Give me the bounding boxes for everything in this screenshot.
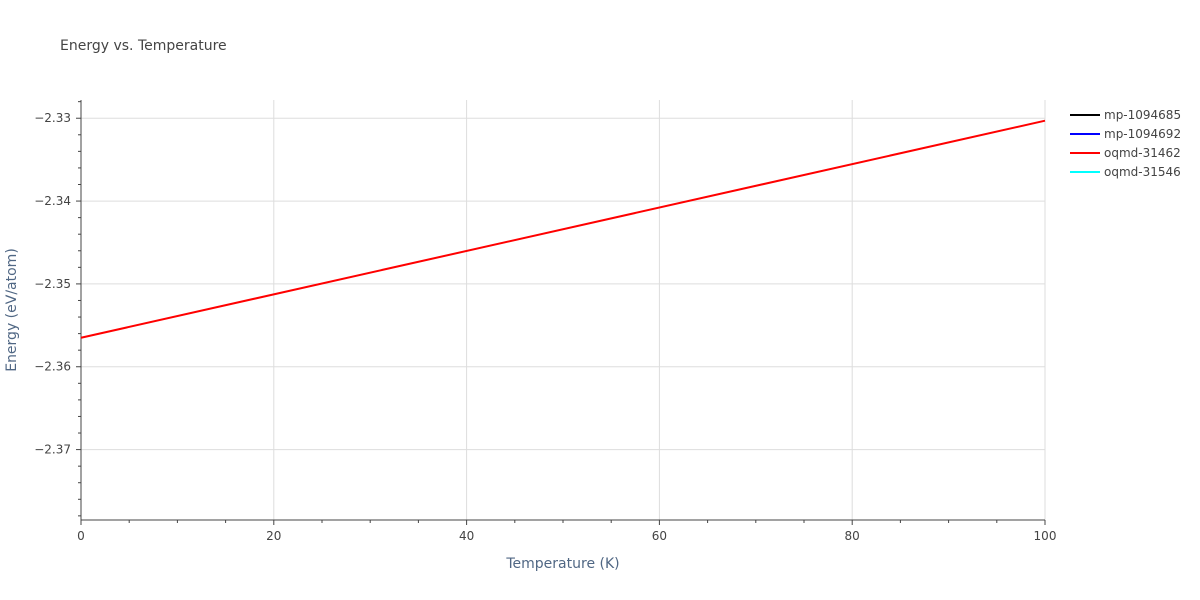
x-axis-title: Temperature (K) (505, 556, 619, 572)
legend-label: mp-1094692 (1104, 127, 1181, 141)
plot-series (80, 119, 1046, 339)
grid-lines (81, 100, 1046, 520)
y-axis-ticks: −2.33 −2.34 −2.35 −2.36 −2.37 (34, 101, 81, 517)
legend: mp-1094685 mp-1094692 oqmd-31462 oqmd-31546 (1070, 108, 1181, 179)
series-line-oqmd-31462 (80, 119, 1046, 339)
y-axis-title: Energy (eV/atom) (4, 248, 20, 372)
y-tick-label: −2.33 (34, 111, 71, 125)
legend-label: oqmd-31462 (1104, 146, 1181, 160)
legend-label: oqmd-31546 (1104, 165, 1181, 179)
y-tick-label: −2.35 (34, 277, 71, 291)
x-axis-ticks: 0 20 40 60 80 100 (77, 520, 1056, 543)
y-tick-label: −2.34 (34, 194, 71, 208)
x-tick-label: 20 (266, 529, 281, 543)
axes (80, 100, 1045, 521)
y-tick-label: −2.36 (34, 360, 71, 374)
x-tick-label: 80 (845, 529, 860, 543)
y-tick-label: −2.37 (34, 443, 71, 457)
x-tick-label: 40 (459, 529, 474, 543)
legend-label: mp-1094685 (1104, 108, 1181, 122)
chart-title: Energy vs. Temperature (60, 38, 227, 54)
x-tick-label: 60 (652, 529, 667, 543)
x-tick-label: 0 (77, 529, 85, 543)
x-tick-label: 100 (1034, 529, 1057, 543)
